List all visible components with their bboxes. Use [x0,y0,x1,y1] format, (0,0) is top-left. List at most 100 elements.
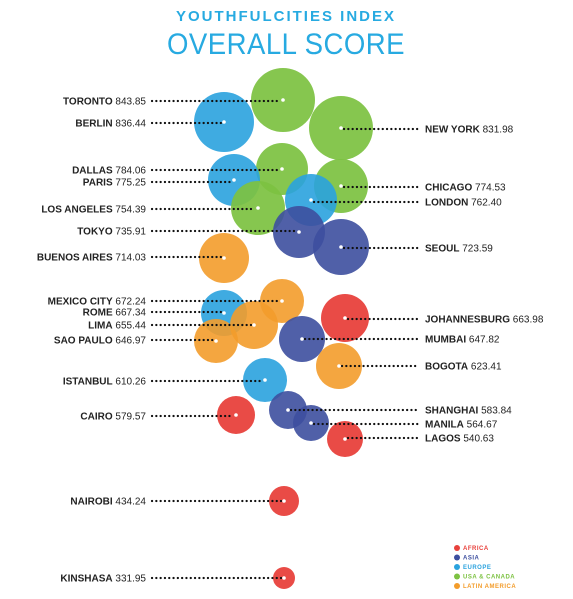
legend: AFRICA ASIA EUROPE USA & CANADA LATIN AMERIC… [454,545,516,590]
bubble-center-mumbai [300,337,304,341]
label-tokyo: TOKYO 735.91 [77,227,146,238]
city-name-tokyo: TOKYO [77,227,113,238]
chart-title: YOUTHFULCITIES INDEX [176,8,396,25]
city-score-london: 762.40 [468,198,502,209]
city-score-paris: 775.25 [113,178,147,189]
city-name-dallas: DALLAS [72,166,113,177]
legend-swatch-latin-america [454,583,460,589]
label-mumbai: MUMBAI 647.82 [425,335,500,346]
bubble-center-manila [309,421,313,425]
city-name-mumbai: MUMBAI [425,335,466,346]
city-score-johannesburg: 663.98 [510,315,544,326]
city-name-cairo: CAIRO [80,412,112,423]
city-name-kinshasa: KINSHASA [60,574,112,585]
label-istanbul: ISTANBUL 610.26 [63,377,147,388]
city-score-kinshasa: 331.95 [113,574,147,585]
city-name-lima: LIMA [88,321,112,332]
label-new-york: NEW YORK 831.98 [425,125,514,136]
legend-label-latin-america: LATIN AMERICA [463,584,516,590]
city-name-london: LONDON [425,198,468,209]
label-mexico-city: MEXICO CITY 672.24 [48,297,147,308]
city-score-rome: 667.34 [113,308,147,319]
city-name-new-york: NEW YORK [425,125,481,136]
city-name-johannesburg: JOHANNESBURG [425,315,510,326]
city-score-new-york: 831.98 [480,125,514,136]
city-name-toronto: TORONTO [63,97,113,108]
city-name-lagos: LAGOS [425,434,461,445]
bubble-center-lima [252,323,256,327]
legend-label-asia: ASIA [463,556,480,562]
label-paris: PARIS 775.25 [83,178,147,189]
city-name-rome: ROME [83,308,113,319]
label-nairobi: NAIROBI 434.24 [70,497,146,508]
city-score-bogota: 623.41 [468,362,502,373]
city-score-dallas: 784.06 [113,166,147,177]
city-score-mexico-city: 672.24 [113,297,147,308]
city-name-berlin: BERLIN [75,119,112,130]
city-name-nairobi: NAIROBI [70,497,112,508]
city-name-mexico-city: MEXICO CITY [48,297,113,308]
bubble-center-new-york [339,126,343,130]
bubble-center-paris [232,178,236,182]
city-score-nairobi: 434.24 [113,497,147,508]
legend-swatch-africa [454,545,460,551]
city-score-lagos: 540.63 [461,434,495,445]
label-los-angeles: LOS ANGELES 754.39 [41,205,146,216]
legend-swatch-europe [454,564,460,570]
label-lagos: LAGOS 540.63 [425,434,494,445]
bubble-center-buenos-aires [222,256,226,260]
city-name-shanghai: SHANGHAI [425,406,479,417]
bubble-center-tokyo [297,230,301,234]
city-score-los-angeles: 754.39 [113,205,147,216]
city-name-buenos-aires: BUENOS AIRES [37,253,113,264]
label-seoul: SEOUL 723.59 [425,244,493,255]
legend-label-europe: EUROPE [463,565,491,571]
label-buenos-aires: BUENOS AIRES 714.03 [37,253,147,264]
label-manila: MANILA 564.67 [425,420,498,431]
label-chicago: CHICAGO 774.53 [425,183,506,194]
legend-swatch-usa-canada [454,573,460,580]
city-score-chicago: 774.53 [472,183,506,194]
label-berlin: BERLIN 836.44 [75,119,146,130]
city-score-sao-paulo: 646.97 [113,336,147,347]
city-name-chicago: CHICAGO [425,183,472,194]
bubble-center-kinshasa [282,576,286,580]
label-london: LONDON 762.40 [425,198,502,209]
city-score-tokyo: 735.91 [113,227,147,238]
bubbles-layer [194,68,373,589]
city-score-buenos-aires: 714.03 [113,253,147,264]
labels-layer: TORONTO 843.85 BERLIN 836.44 NEW YORK 831.… [37,97,544,585]
label-kinshasa: KINSHASA 331.95 [60,574,146,585]
bubble-center-los-angeles [256,206,260,210]
label-sao-paulo: SAO PAULO 646.97 [54,336,147,347]
city-score-manila: 564.67 [464,420,498,431]
city-name-seoul: SEOUL [425,244,459,255]
city-score-mumbai: 647.82 [466,335,500,346]
bubble-center-bogota [337,364,341,368]
bubble-center-rome [222,311,226,315]
city-score-berlin: 836.44 [113,119,147,130]
city-name-bogota: BOGOTA [425,362,468,373]
city-score-seoul: 723.59 [459,244,493,255]
city-name-manila: MANILA [425,420,464,431]
label-rome: ROME 667.34 [83,308,147,319]
label-dallas: DALLAS 784.06 [72,166,146,177]
label-toronto: TORONTO 843.85 [63,97,146,108]
city-name-istanbul: ISTANBUL [63,377,113,388]
bubble-center-mexico-city [280,299,284,303]
legend-swatch-asia [454,554,460,561]
legend-label-africa: AFRICA [463,546,489,552]
bubble-center-nairobi [282,499,286,503]
city-name-los-angeles: LOS ANGELES [41,205,113,216]
bubble-center-sao-paulo [214,339,218,343]
label-bogota: BOGOTA 623.41 [425,362,502,373]
label-cairo: CAIRO 579.57 [80,412,146,423]
bubble-center-dallas [280,167,284,171]
leaders-layer [150,99,420,580]
bubble-center-cairo [234,413,238,417]
chart-subtitle: OVERALL SCORE [167,28,405,61]
bubble-center-seoul [339,245,343,249]
bubble-center-istanbul [263,378,267,382]
